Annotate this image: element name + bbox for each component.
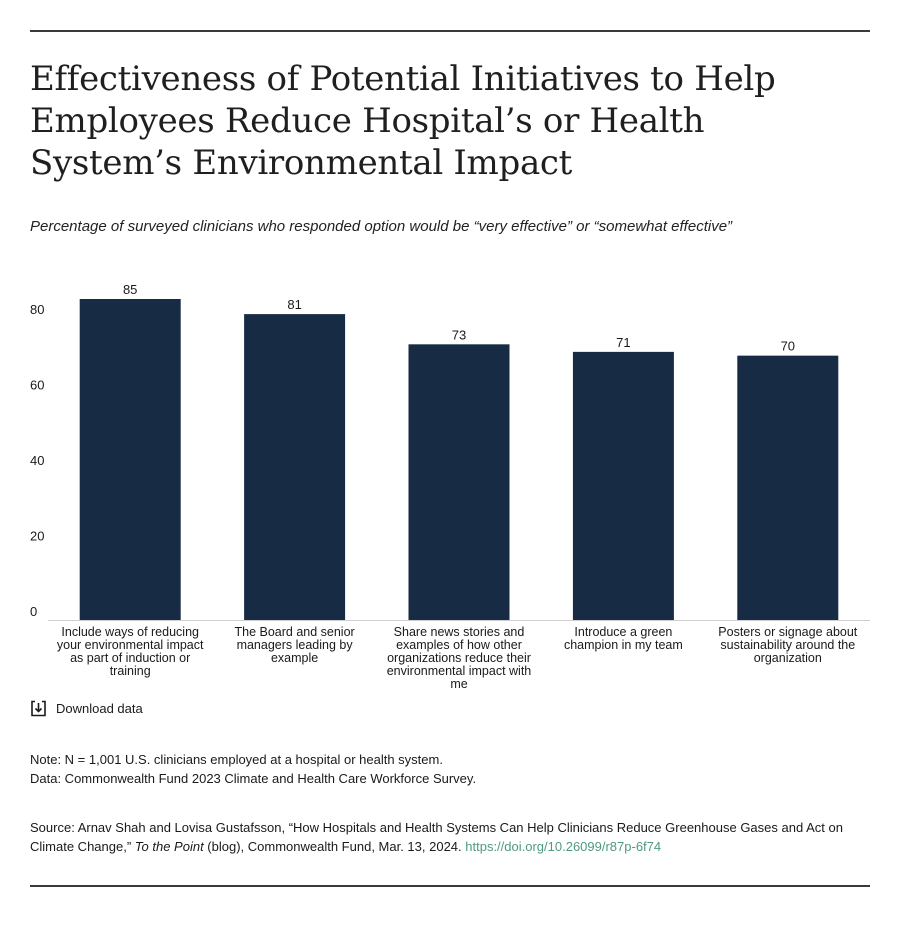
bar-value-label: 81 (287, 297, 301, 312)
chart-title: Effectiveness of Potential Initiatives t… (30, 59, 776, 183)
bottom-rule (30, 885, 870, 887)
source-publication: To the Point (134, 839, 204, 854)
y-tick-label: 0 (30, 604, 37, 619)
top-rule (30, 30, 870, 32)
note-text: Note: N = 1,001 U.S. clinicians employed… (30, 752, 443, 767)
x-category-label: Share news stories and examples of how ot… (387, 625, 532, 691)
x-category-label: Posters or signage about sustainability a… (718, 625, 858, 665)
download-data-button[interactable]: Download data (30, 700, 143, 717)
bar (244, 314, 346, 620)
y-tick-label: 20 (30, 528, 44, 543)
bar (572, 351, 674, 620)
source-doi-link[interactable]: https://doi.org/10.26099/r87p-6f74 (465, 839, 662, 854)
x-category-label: Include ways of reducing your environment… (57, 625, 204, 678)
x-category-label: The Board and senior managers leading by e… (234, 625, 354, 665)
x-category-label: Introduce a green champion in my team (564, 625, 683, 652)
data-source-text: Data: Commonwealth Fund 2023 Climate and… (30, 771, 477, 786)
download-icon (31, 700, 46, 717)
bar (79, 299, 181, 620)
source-suffix: (blog), Commonwealth Fund, Mar. 13, 2024… (203, 839, 466, 854)
y-tick-label: 40 (30, 453, 44, 468)
chart-subtitle: Percentage of surveyed clinicians who re… (30, 218, 733, 235)
bar (408, 344, 510, 620)
source-prefix: Source: Arnav Shah and Lovisa Gustafsson… (30, 820, 843, 854)
bar-value-label: 73 (452, 327, 466, 342)
bar-value-label: 70 (781, 339, 795, 354)
y-tick-label: 80 (30, 302, 44, 317)
bar (737, 355, 839, 620)
download-data-label: Download data (56, 701, 143, 716)
bar-value-label: 71 (616, 335, 630, 350)
bar-chart: 0 20 40 60 80 85 Include ways of reducing your … (30, 282, 870, 691)
source-citation: Source: Arnav Shah and Lovisa Gustafsson… (30, 818, 875, 856)
notes-block: Note: N = 1,001 U.S. clinicians employed… (30, 750, 870, 788)
bar-value-label: 85 (123, 282, 137, 297)
y-tick-label: 60 (30, 377, 44, 392)
